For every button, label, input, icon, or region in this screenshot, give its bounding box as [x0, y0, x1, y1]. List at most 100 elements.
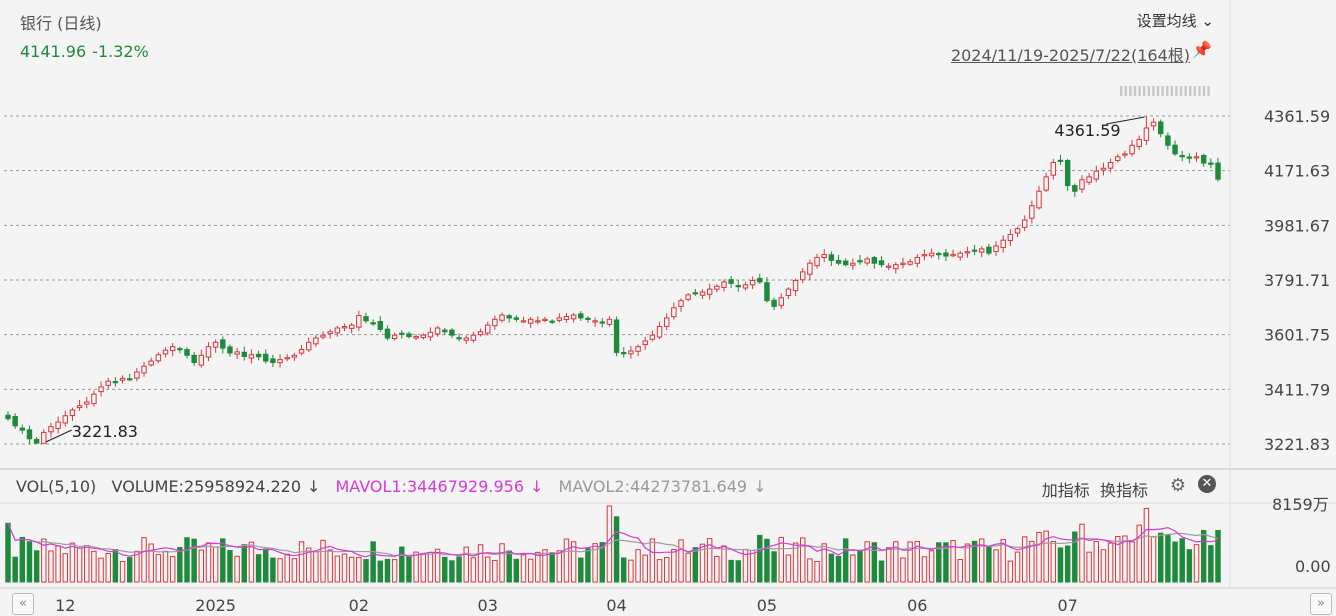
candle-body	[212, 341, 219, 348]
gear-icon[interactable]: ⚙	[1169, 475, 1186, 496]
candle-body	[155, 354, 162, 362]
candle-body	[1072, 185, 1078, 192]
candle-body	[1050, 162, 1057, 176]
candle-body	[1115, 156, 1121, 161]
x-tick-label: 2025	[195, 596, 236, 615]
candle-body	[592, 320, 598, 323]
switch-indicator-button[interactable]: 换指标	[1099, 481, 1148, 500]
candle-body	[477, 331, 484, 336]
ma-setting-button[interactable]: 设置均线 ⌄	[1137, 10, 1214, 31]
volume-bar	[1172, 541, 1178, 583]
candle-body	[613, 319, 620, 353]
volume-bar	[470, 557, 477, 583]
x-tick-label: 04	[606, 596, 626, 615]
volume-bar	[427, 552, 434, 583]
pin-icon[interactable]: 📌	[1192, 40, 1212, 59]
volume-bar	[721, 545, 727, 583]
volume-bar	[141, 537, 147, 583]
candle-body	[12, 415, 18, 427]
candle-body	[1036, 190, 1042, 209]
volume-max-label: 8159万	[1272, 495, 1329, 514]
candle-body	[334, 327, 341, 334]
candle-body	[1165, 135, 1171, 146]
volume-bar	[535, 551, 541, 583]
x-tick-label: 02	[349, 596, 369, 615]
volume-bar	[1150, 536, 1157, 583]
price-tick-label: 3791.71	[1264, 271, 1330, 290]
x-tick-label: 06	[907, 596, 927, 615]
candle-body	[685, 294, 691, 300]
volume-bar	[527, 558, 534, 583]
volume-bar	[1021, 536, 1028, 583]
volume-bar	[234, 555, 240, 583]
candle-body	[714, 285, 720, 290]
candle-body	[198, 354, 205, 366]
close-icon[interactable]: ✕	[1198, 475, 1216, 493]
volume-bar	[499, 543, 505, 583]
high-annotation-label: 4361.59	[1054, 121, 1120, 140]
candle-body	[821, 254, 827, 258]
volume-value: VOLUME:25958924.220	[111, 477, 301, 496]
double-chevron-right-icon[interactable]: »	[1310, 593, 1332, 615]
candle-body	[84, 401, 90, 405]
candle-body	[1043, 176, 1049, 191]
add-indicator-button[interactable]: 加指标 换指标	[1042, 477, 1148, 501]
candle-body	[850, 262, 856, 266]
candle-body	[255, 353, 262, 358]
candle-body	[1086, 176, 1092, 183]
volume-bar	[184, 537, 190, 583]
volume-bar	[663, 556, 670, 583]
date-range-link[interactable]: 2024/11/19-2025/7/22(164根)	[950, 46, 1190, 65]
candle-body	[671, 307, 677, 318]
volume-bar	[835, 555, 842, 583]
candle-body	[413, 336, 419, 339]
volume-bar	[442, 556, 448, 583]
volume-bar	[356, 556, 362, 583]
volume-bar	[1186, 549, 1193, 583]
volume-bar	[220, 538, 226, 583]
volume-bar	[828, 553, 835, 583]
candle-body	[721, 281, 727, 288]
overview-tick	[1179, 86, 1183, 96]
volume-bar	[556, 550, 563, 583]
candle-body	[105, 380, 111, 386]
volume-bar	[1036, 531, 1042, 583]
x-tick-label: 03	[478, 596, 498, 615]
candle-body	[699, 291, 706, 296]
volume-bar	[5, 522, 11, 583]
low-annotation-arrow	[45, 429, 73, 443]
candle-body	[663, 317, 670, 327]
candle-body	[936, 253, 942, 256]
candle-body	[19, 427, 26, 431]
volume-bar	[685, 552, 691, 583]
candle-body	[484, 324, 491, 334]
volume-bar	[506, 550, 512, 583]
candle-body	[1129, 144, 1135, 155]
volume-bar	[764, 538, 770, 583]
candle-body	[778, 297, 784, 306]
volume-bar	[41, 538, 47, 583]
x-tick-label: 12	[55, 596, 75, 615]
volume-bar	[850, 554, 856, 583]
volume-indicator-name: VOL(5,10)	[16, 477, 97, 496]
double-chevron-left-icon[interactable]: «	[12, 593, 34, 615]
volume-bar	[570, 541, 577, 583]
volume-bar	[105, 553, 111, 583]
overview-tick	[1147, 86, 1150, 96]
candle-body	[585, 317, 591, 320]
volume-bar	[520, 554, 527, 583]
volume-bar	[893, 541, 899, 583]
candle-body	[506, 315, 512, 319]
volume-bar	[678, 539, 684, 583]
candle-body	[785, 288, 792, 296]
candle-body	[91, 393, 97, 405]
volume-bar	[971, 540, 978, 583]
candle-body	[864, 258, 870, 264]
volume-bar	[76, 547, 83, 583]
volume-bar	[1000, 539, 1006, 583]
volume-bar	[714, 555, 720, 583]
volume-bar	[1057, 547, 1064, 583]
candle-body	[384, 328, 391, 339]
candle-body	[499, 314, 505, 321]
volume-bar	[692, 547, 699, 583]
